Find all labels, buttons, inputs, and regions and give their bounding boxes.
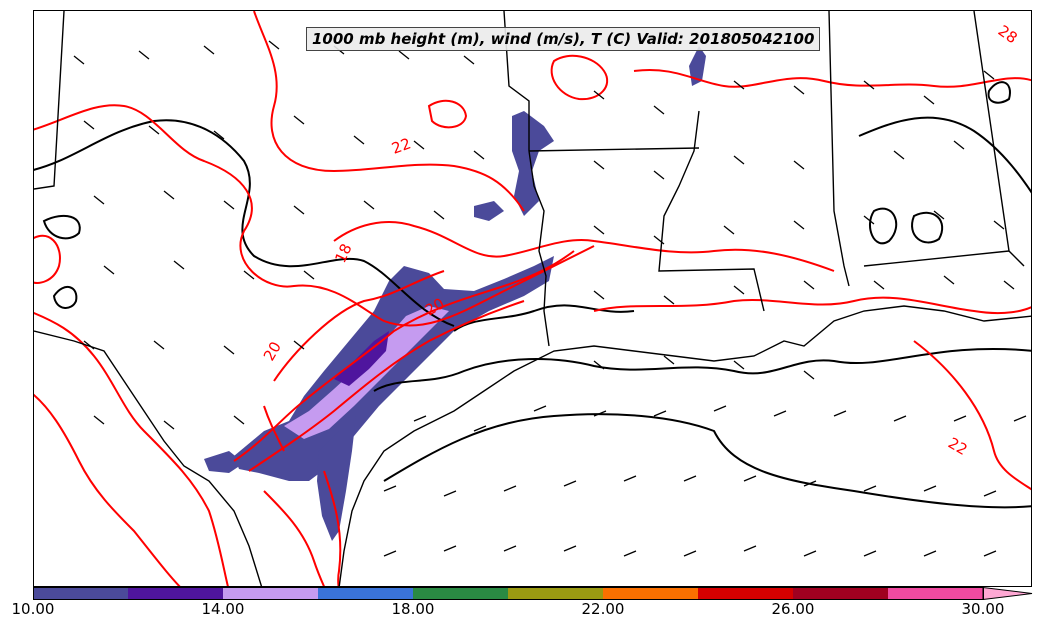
colorbar-swatch [33, 587, 129, 600]
contour-label: 22 [389, 134, 413, 157]
map-title: 1000 mb height (m), wind (m/s), T (C) Va… [306, 27, 821, 51]
height-contour [858, 116, 1031, 194]
colorbar-swatch [128, 587, 224, 600]
wind-barb [73, 40, 1027, 557]
shaded-field [204, 46, 706, 541]
height-contour [453, 304, 635, 332]
colorbar-swatch [223, 587, 319, 600]
height-contour [52, 286, 78, 309]
temperature-contour [593, 296, 1031, 315]
height-contours [34, 81, 1031, 509]
height-contour [373, 347, 1031, 392]
colorbar-swatches [33, 587, 1033, 600]
colorbar-swatch [698, 587, 794, 600]
colorbar-tick-label: 30.00 [961, 600, 1005, 618]
state-border [863, 250, 1010, 267]
temperature-contour [34, 393, 181, 586]
temperature-contour [34, 311, 229, 586]
shaded-area [317, 416, 356, 541]
contour-label: 20 [260, 338, 285, 364]
temperature-contour [253, 11, 525, 212]
temperature-contour [633, 69, 1031, 88]
colorbar-swatch [603, 587, 699, 600]
colorbar-swatch [888, 587, 984, 600]
map-canvas: 22 18 20 20 22 28 [34, 11, 1031, 586]
colorbar-swatch [508, 587, 604, 600]
temperature-contour [233, 250, 575, 462]
colorbar-tick-label: 18.00 [391, 600, 435, 618]
temperature-contour [34, 104, 595, 327]
colorbar-swatch [793, 587, 889, 600]
colorbar-tick-label: 22.00 [581, 600, 625, 618]
contour-label: 22 [945, 434, 971, 459]
state-border [528, 147, 700, 152]
colorbar-tick-label: 10.00 [11, 600, 55, 618]
temperature-contour [333, 220, 835, 272]
temperature-contour [263, 490, 325, 586]
shaded-area [689, 46, 706, 86]
temperature-contour [550, 54, 609, 101]
contour-label: 18 [331, 241, 355, 266]
height-contour [987, 81, 1011, 104]
temperature-contour [323, 470, 342, 586]
colorbar [33, 587, 1033, 600]
map-panel: 22 18 20 20 22 28 1000 mb height (m), wi… [33, 10, 1032, 587]
temperature-contour [913, 340, 1031, 491]
wind-barbs [73, 40, 1027, 557]
contour-label: 28 [995, 22, 1021, 48]
temperature-contour [248, 300, 525, 472]
state-border [973, 11, 1025, 267]
colorbar-frame [33, 587, 984, 600]
state-border [34, 330, 263, 586]
height-contour [42, 214, 81, 240]
temperature-contours [34, 11, 1031, 586]
colorbar-swatch [413, 587, 509, 600]
state-border [34, 11, 65, 190]
temperature-contour [427, 99, 468, 129]
state-border [828, 11, 850, 287]
colorbar-tick-label: 14.00 [201, 600, 245, 618]
state-border [658, 110, 765, 312]
height-contour [34, 119, 455, 327]
political-borders [34, 11, 1031, 586]
colorbar-tick-label: 26.00 [771, 600, 815, 618]
shaded-area [204, 451, 244, 473]
height-contour [869, 207, 898, 245]
coastline [338, 305, 1031, 586]
shaded-area [284, 306, 449, 439]
temperature-contour [263, 405, 285, 452]
height-contour [911, 211, 944, 244]
shaded-area [512, 111, 554, 216]
temperature-contour [273, 270, 445, 382]
state-border [528, 150, 550, 347]
colorbar-extend-arrow [982, 587, 1033, 600]
temperature-contour [34, 234, 61, 284]
height-contour [383, 413, 1031, 509]
shaded-area [474, 201, 504, 221]
colorbar-swatch [318, 587, 414, 600]
